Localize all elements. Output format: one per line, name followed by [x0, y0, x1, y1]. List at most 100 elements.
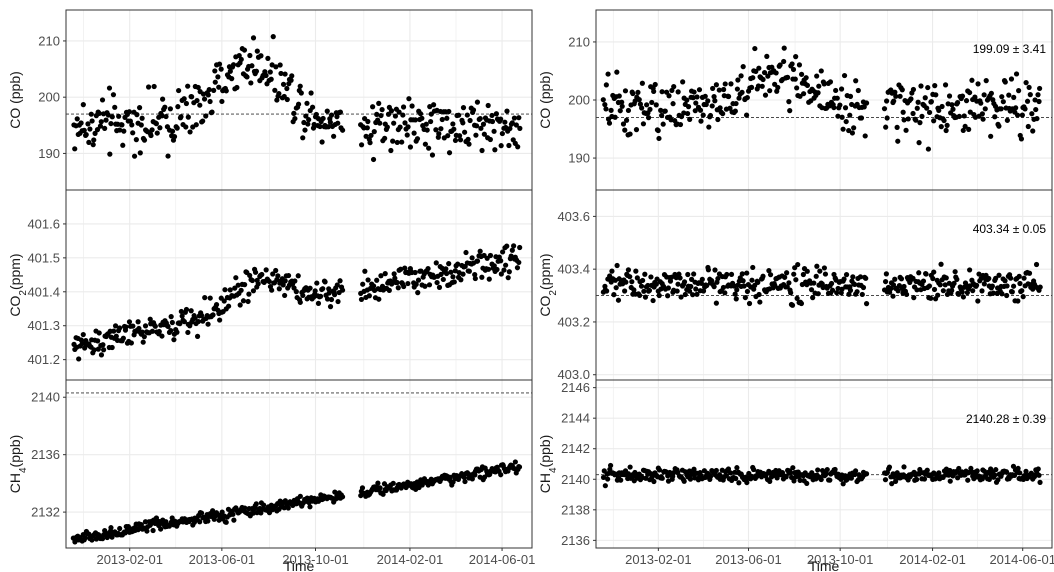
data-point	[411, 130, 417, 136]
data-point	[1036, 472, 1042, 478]
data-point	[128, 340, 134, 346]
data-point	[144, 528, 150, 534]
data-point	[647, 106, 653, 112]
data-point	[814, 263, 820, 269]
data-point	[798, 71, 805, 77]
data-point	[509, 247, 515, 253]
data-point	[163, 519, 169, 525]
data-point	[489, 118, 496, 125]
data-point	[109, 344, 115, 351]
data-point	[444, 115, 450, 121]
data-point	[788, 290, 794, 296]
data-point	[722, 81, 728, 87]
data-point	[940, 288, 946, 294]
data-point	[623, 117, 630, 123]
data-point	[108, 525, 114, 531]
data-point	[1016, 273, 1022, 279]
data-point	[834, 290, 840, 296]
data-point	[681, 110, 687, 116]
data-point	[658, 107, 664, 113]
data-point	[692, 108, 698, 114]
data-point	[179, 313, 185, 319]
data-point	[691, 466, 697, 472]
data-point	[134, 112, 140, 118]
data-point	[470, 107, 477, 113]
data-point	[618, 477, 624, 483]
data-point	[773, 70, 779, 76]
data-point	[705, 267, 712, 273]
data-point	[1033, 106, 1039, 113]
data-point	[221, 298, 227, 304]
data-point	[392, 275, 398, 281]
data-point	[313, 111, 319, 118]
data-point	[178, 114, 184, 120]
data-point	[474, 99, 481, 105]
data-point	[1015, 465, 1021, 472]
data-point	[649, 99, 655, 106]
data-point	[863, 301, 870, 307]
data-point	[939, 103, 945, 110]
data-point	[463, 249, 469, 256]
stat-annotation: 199.09 ± 3.41	[973, 42, 1047, 56]
data-point	[223, 519, 229, 525]
data-point	[1037, 284, 1043, 290]
data-point	[605, 476, 611, 482]
data-point	[696, 87, 703, 93]
data-point	[684, 97, 690, 103]
data-point	[665, 285, 671, 291]
data-point	[691, 89, 697, 95]
data-point	[319, 139, 325, 145]
data-point	[462, 478, 468, 485]
data-point	[460, 120, 466, 126]
data-point	[216, 61, 223, 67]
data-point	[308, 90, 314, 96]
data-point	[394, 279, 400, 286]
data-point	[493, 111, 499, 117]
data-point	[978, 100, 984, 106]
data-point	[846, 127, 852, 134]
data-point	[429, 152, 436, 158]
y-tick-label: 401.6	[27, 216, 60, 231]
data-point	[752, 45, 758, 52]
data-point	[163, 113, 169, 120]
data-point	[487, 252, 494, 259]
data-point	[850, 274, 856, 280]
data-point	[169, 319, 175, 326]
data-point	[74, 116, 80, 122]
data-point	[651, 88, 657, 95]
data-point	[270, 34, 276, 40]
data-point	[374, 277, 380, 283]
data-point	[782, 274, 788, 280]
data-point	[255, 281, 261, 287]
data-point	[145, 84, 152, 90]
data-point	[288, 77, 294, 83]
data-point	[937, 282, 943, 288]
data-point	[786, 99, 792, 105]
data-point	[87, 126, 93, 132]
data-point	[681, 478, 687, 484]
data-point	[949, 287, 955, 294]
data-point	[981, 281, 987, 287]
data-point	[619, 103, 625, 109]
data-point	[263, 72, 269, 79]
data-point	[986, 275, 992, 282]
data-point	[234, 84, 240, 91]
data-point	[409, 103, 415, 109]
data-point	[709, 278, 715, 284]
data-point	[772, 81, 778, 87]
data-point	[793, 54, 799, 60]
data-point	[431, 102, 437, 108]
data-point	[932, 83, 938, 89]
data-point	[370, 104, 376, 110]
data-point	[307, 504, 313, 510]
data-point	[364, 125, 370, 131]
data-point	[212, 79, 218, 85]
data-point	[931, 269, 937, 275]
data-point	[513, 122, 519, 128]
data-point	[1002, 79, 1008, 85]
points	[600, 45, 1043, 152]
data-point	[218, 66, 224, 72]
data-point	[688, 276, 695, 282]
points	[600, 261, 1043, 308]
data-point	[405, 124, 411, 130]
